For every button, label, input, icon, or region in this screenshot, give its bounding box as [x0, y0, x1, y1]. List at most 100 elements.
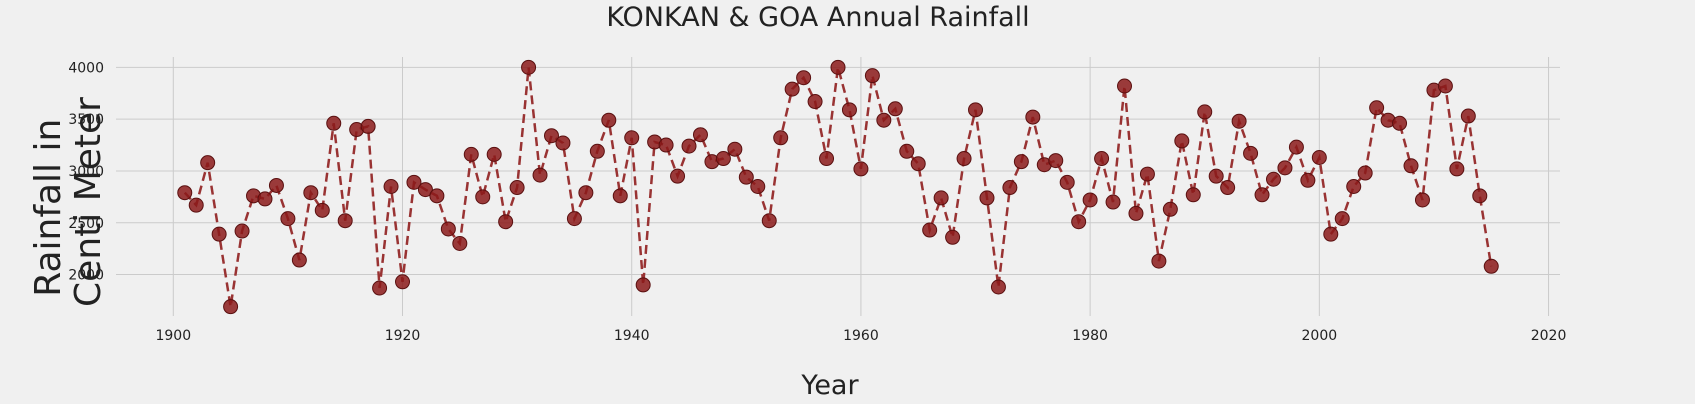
data-point: [692, 127, 708, 143]
data-point: [1392, 115, 1408, 131]
data-point: [922, 222, 938, 238]
data-point: [1369, 100, 1385, 116]
data-point: [1048, 153, 1064, 169]
data-point: [1265, 171, 1281, 187]
x-tick-label: 1900: [155, 328, 191, 344]
data-point: [1231, 113, 1247, 129]
data-point: [578, 185, 594, 201]
data-point: [383, 179, 399, 194]
data-point: [509, 180, 525, 196]
data-point: [1025, 109, 1041, 125]
x-tick-label: 2020: [1531, 328, 1567, 344]
y-axis-label: Rainfall in Centi Meter: [28, 97, 109, 307]
data-point: [1460, 108, 1476, 124]
data-point: [945, 229, 961, 245]
data-point: [1300, 172, 1316, 188]
data-point: [1013, 154, 1029, 170]
data-point: [990, 279, 1006, 295]
data-point: [738, 169, 754, 185]
data-point: [280, 211, 296, 227]
data-point: [1117, 78, 1133, 94]
data-point: [670, 168, 686, 184]
data-point: [211, 226, 227, 242]
data-point: [876, 112, 892, 128]
x-tick-label: 1980: [1072, 328, 1108, 344]
data-point: [1094, 151, 1110, 167]
data-point: [326, 115, 342, 131]
data-point: [910, 156, 926, 172]
data-point: [440, 221, 456, 237]
data-point: [566, 211, 582, 227]
data-point: [234, 223, 250, 239]
x-tick-label: 1940: [614, 328, 650, 344]
data-point: [841, 102, 857, 118]
data-point: [452, 235, 468, 251]
data-point: [864, 68, 880, 84]
data-point: [1128, 205, 1144, 221]
data-point: [933, 190, 949, 206]
data-point: [429, 188, 445, 204]
grid: [116, 57, 1560, 316]
data-point: [177, 185, 193, 201]
data-point: [750, 179, 766, 194]
data-point: [257, 191, 273, 207]
data-point: [1346, 179, 1362, 194]
data-point: [601, 112, 617, 128]
data-point: [1082, 192, 1098, 208]
chart-title: KONKAN & GOA Annual Rainfall: [606, 2, 1029, 33]
data-point: [463, 146, 479, 162]
data-point: [830, 59, 846, 75]
data-point: [1288, 139, 1304, 155]
data-point: [1002, 180, 1018, 196]
data-point: [417, 182, 433, 198]
data-point: [1071, 214, 1087, 230]
data-point: [555, 135, 571, 151]
x-tick-label: 1960: [843, 328, 879, 344]
data-points: [177, 59, 1499, 315]
y-tick-label: 3500: [68, 112, 104, 128]
data-point: [372, 280, 388, 296]
data-point: [1254, 187, 1270, 203]
y-tick-label: 3000: [68, 164, 104, 180]
data-point: [1437, 78, 1453, 94]
data-point: [1174, 133, 1190, 149]
data-point: [532, 167, 548, 183]
x-axis-label: Year: [800, 370, 859, 401]
data-point: [337, 213, 353, 229]
data-point: [1357, 165, 1373, 181]
series-line: [183, 67, 1493, 307]
data-point: [1472, 188, 1488, 204]
data-point: [1197, 104, 1213, 120]
data-point: [761, 213, 777, 229]
data-point: [395, 274, 411, 290]
data-point: [612, 188, 628, 204]
y-tick-label: 2500: [68, 216, 104, 232]
data-point: [303, 185, 319, 201]
data-point: [1334, 211, 1350, 227]
data-point: [1139, 166, 1155, 182]
data-point: [1414, 192, 1430, 208]
data-point: [715, 151, 731, 167]
data-point: [784, 81, 800, 97]
data-point: [543, 128, 559, 144]
data-point: [360, 118, 376, 134]
data-point: [498, 214, 514, 230]
data-point: [314, 202, 330, 218]
data-point: [1243, 145, 1259, 161]
data-point: [887, 101, 903, 117]
y-tick-label: 2000: [68, 268, 104, 284]
data-point: [979, 190, 995, 206]
data-point: [624, 130, 640, 146]
y-tick-label: 4000: [68, 60, 104, 76]
y-tick-labels: 2000 2500 3000 3500 4000: [68, 60, 104, 283]
data-point: [1483, 258, 1499, 274]
data-point: [1311, 149, 1327, 165]
data-point: [1220, 180, 1236, 196]
data-point: [681, 138, 697, 154]
data-point: [406, 174, 422, 190]
data-point: [635, 277, 651, 293]
data-point: [1403, 158, 1419, 174]
data-point: [807, 94, 823, 110]
data-point: [1323, 226, 1339, 242]
data-point: [727, 141, 743, 157]
